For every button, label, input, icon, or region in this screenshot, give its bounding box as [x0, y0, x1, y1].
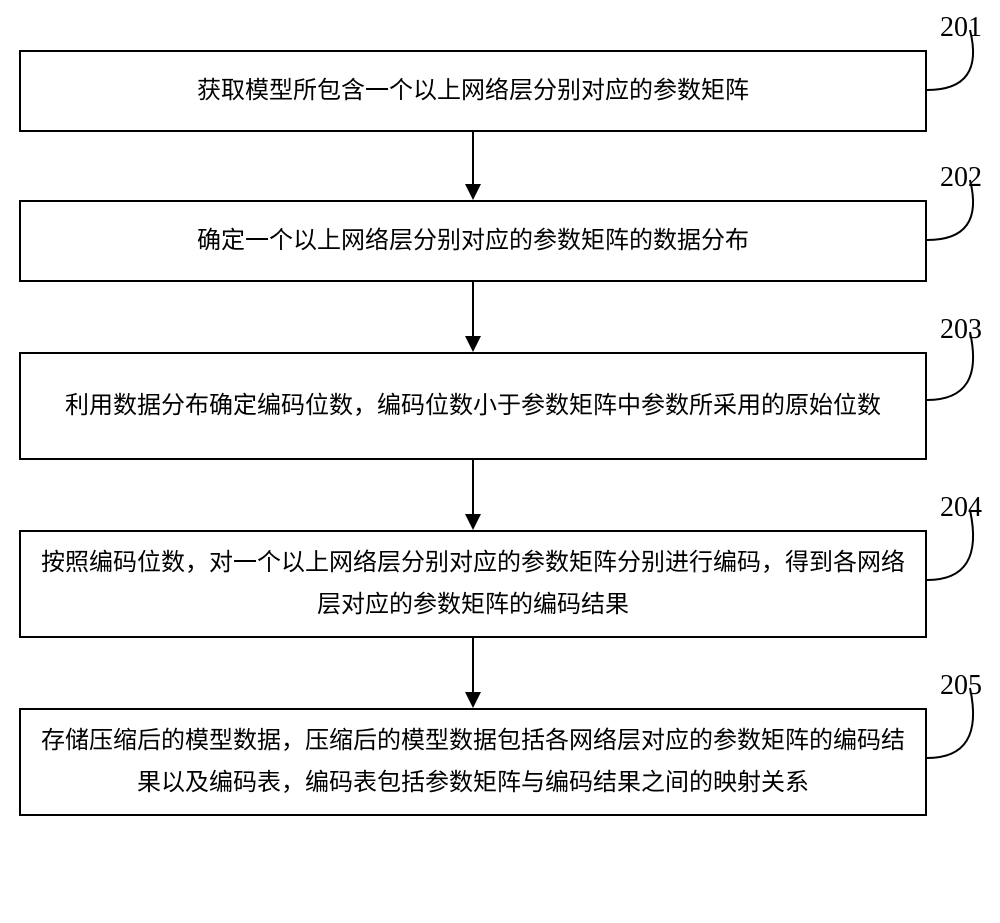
flowchart-arrow: [0, 0, 1000, 923]
flowchart-canvas: 获取模型所包含一个以上网络层分别对应的参数矩阵201确定一个以上网络层分别对应的…: [0, 0, 1000, 923]
